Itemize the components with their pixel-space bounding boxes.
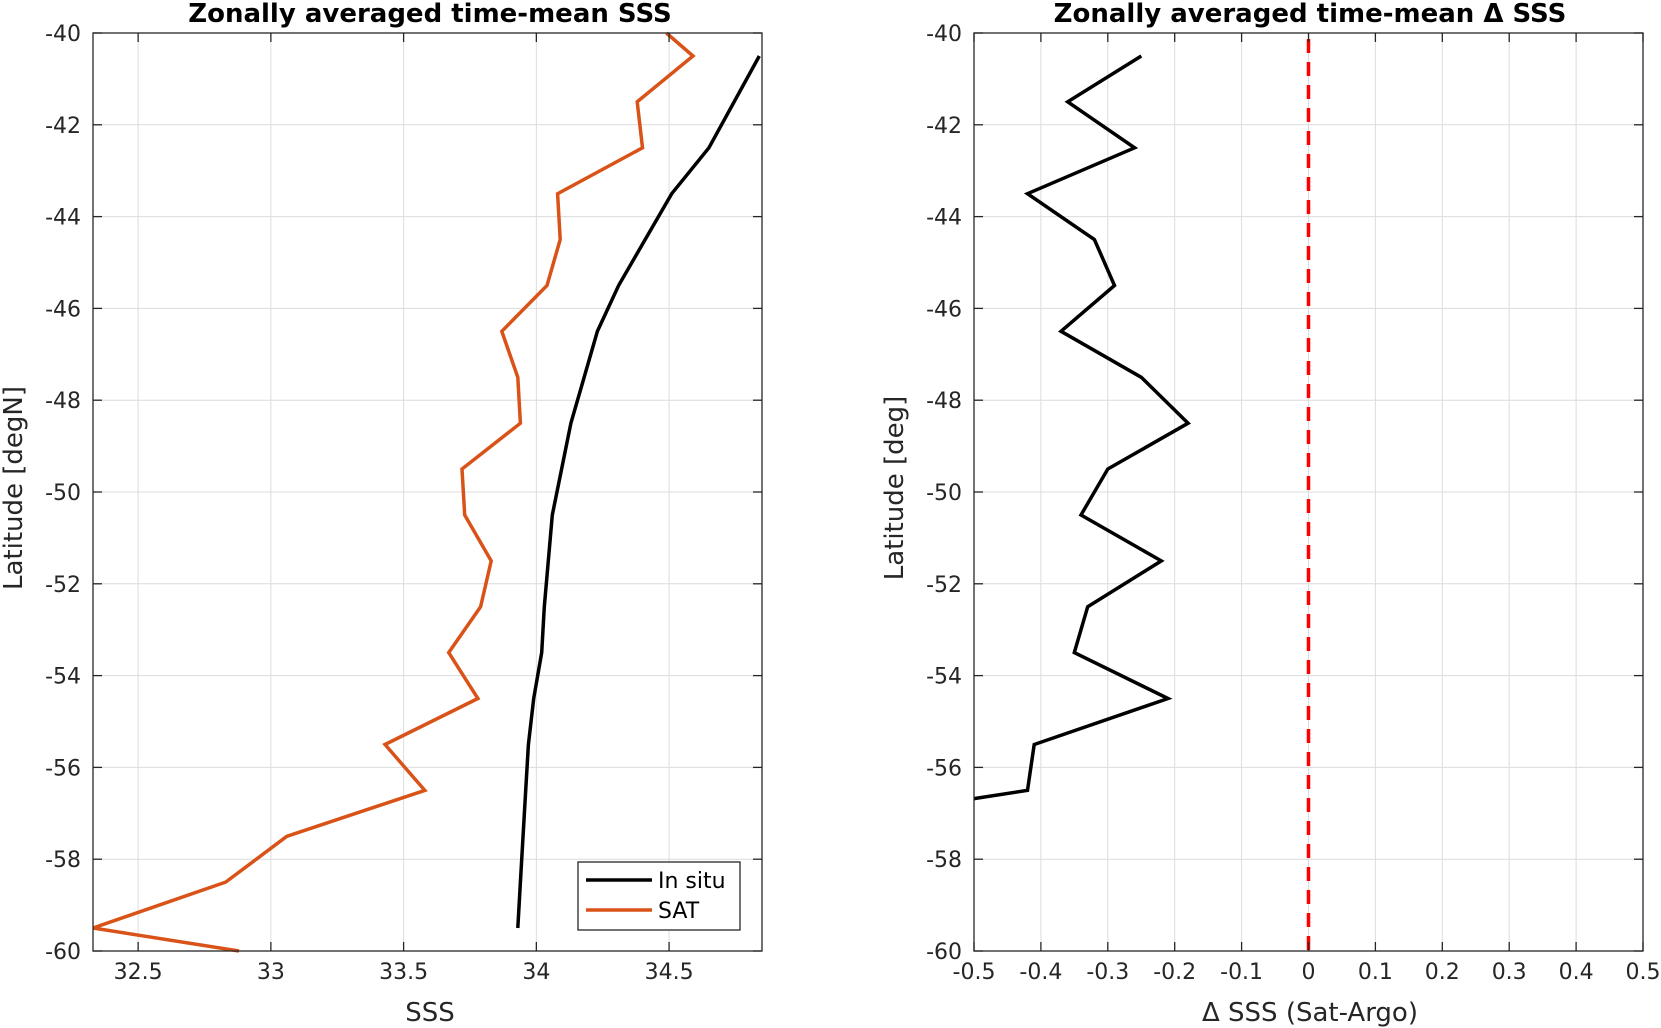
series-line-in-situ bbox=[516, 55, 761, 929]
delta-x-tick-labels: -0.5 -0.4 -0.3 -0.2 -0.1 0 0.1 0.2 0.3 0.4 0.5 bbox=[953, 960, 1661, 985]
x-tick-label-1: -0.4 bbox=[1019, 960, 1062, 985]
sss-legend: In situ SAT bbox=[577, 861, 741, 931]
y-tick-label-8: -44 bbox=[926, 206, 962, 231]
y-tick-label-5: -50 bbox=[45, 481, 81, 506]
sss-chart-title: Zonally averaged time-mean SSS bbox=[188, 0, 672, 29]
y-tick-label-2: -56 bbox=[45, 756, 81, 781]
sss-y-axis-label: Latitude [degN] bbox=[0, 386, 29, 590]
y-tick-label-6: -48 bbox=[926, 389, 962, 414]
y-tick-label-0: -60 bbox=[45, 940, 81, 965]
y-tick-label-1: -58 bbox=[926, 848, 962, 873]
x-tick-label-2: -0.3 bbox=[1086, 960, 1129, 985]
x-tick-label-4: -0.1 bbox=[1220, 960, 1263, 985]
sss-panel: Zonally averaged time-mean SSS SSS Latit… bbox=[0, 0, 763, 1028]
series-line-0 bbox=[973, 54, 1191, 801]
y-tick-label-2: -56 bbox=[926, 756, 962, 781]
x-tick-label-5: 0 bbox=[1302, 960, 1316, 985]
y-tick-label-4: -52 bbox=[45, 573, 81, 598]
legend-box bbox=[577, 861, 741, 931]
x-tick-label-6: 0.1 bbox=[1358, 960, 1393, 985]
sss-gridlines bbox=[93, 32, 762, 952]
y-tick-label-7: -46 bbox=[926, 297, 962, 322]
y-tick-label-10: -40 bbox=[926, 22, 962, 47]
x-tick-label-0: -0.5 bbox=[953, 960, 996, 985]
delta-gridlines bbox=[973, 32, 1644, 952]
y-tick-label-3: -54 bbox=[45, 665, 81, 690]
sss-y-tick-labels: -60 -58 -56 -54 -52 -50 -48 -46 -44 -42 -40 bbox=[45, 22, 81, 965]
sss-series-lines bbox=[92, 31, 761, 953]
delta-y-axis-label: Latitude [deg] bbox=[880, 396, 910, 581]
delta-chart-title: Zonally averaged time-mean Δ SSS bbox=[1054, 0, 1567, 29]
delta-series-lines bbox=[973, 54, 1191, 801]
delta-x-axis-label: Δ SSS (Sat-Argo) bbox=[1202, 998, 1418, 1028]
x-tick-label-1: 33 bbox=[257, 960, 285, 985]
sss-x-tick-labels: 32.5 33 33.5 34 34.5 bbox=[114, 960, 694, 985]
y-tick-label-9: -42 bbox=[45, 114, 81, 139]
x-tick-label-7: 0.2 bbox=[1425, 960, 1460, 985]
delta-tick-marks bbox=[973, 32, 1644, 952]
y-tick-label-1: -58 bbox=[45, 848, 81, 873]
y-tick-label-9: -42 bbox=[926, 114, 962, 139]
delta-sss-panel: Zonally averaged time-mean Δ SSS Δ SSS (… bbox=[880, 0, 1661, 1028]
y-tick-label-3: -54 bbox=[926, 665, 962, 690]
y-tick-label-4: -52 bbox=[926, 573, 962, 598]
sss-tick-marks bbox=[93, 32, 762, 952]
series-line-sat bbox=[92, 31, 696, 953]
y-tick-label-0: -60 bbox=[926, 940, 962, 965]
y-tick-label-6: -48 bbox=[45, 389, 81, 414]
x-tick-label-3: -0.2 bbox=[1153, 960, 1196, 985]
legend-label-in-situ: In situ bbox=[658, 869, 726, 894]
sss-x-axis-label: SSS bbox=[405, 998, 455, 1028]
x-tick-label-4: 34.5 bbox=[645, 960, 694, 985]
delta-y-tick-labels: -60 -58 -56 -54 -52 -50 -48 -46 -44 -42 -40 bbox=[926, 22, 962, 965]
y-tick-label-5: -50 bbox=[926, 481, 962, 506]
x-tick-label-8: 0.3 bbox=[1492, 960, 1527, 985]
x-tick-label-3: 34 bbox=[522, 960, 550, 985]
y-tick-label-7: -46 bbox=[45, 297, 81, 322]
legend-label-sat: SAT bbox=[658, 899, 700, 924]
y-tick-label-8: -44 bbox=[45, 206, 81, 231]
y-tick-label-10: -40 bbox=[45, 22, 81, 47]
x-tick-label-2: 33.5 bbox=[379, 960, 428, 985]
x-tick-label-9: 0.4 bbox=[1559, 960, 1594, 985]
x-tick-label-10: 0.5 bbox=[1626, 960, 1661, 985]
x-tick-label-0: 32.5 bbox=[114, 960, 163, 985]
